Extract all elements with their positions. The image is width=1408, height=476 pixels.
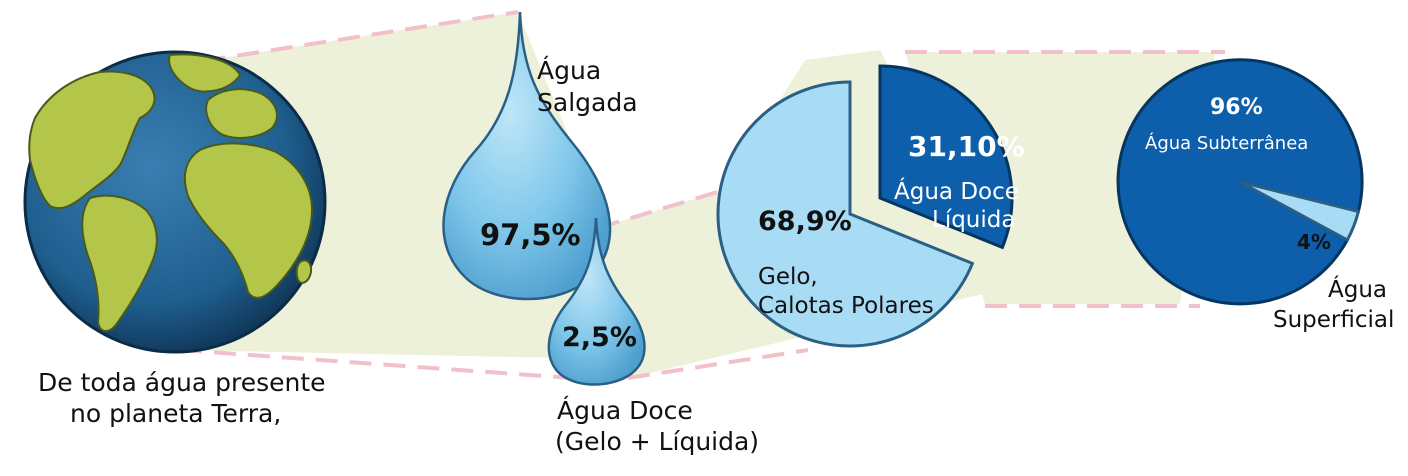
intro-text-line1: De toda água presente: [38, 368, 326, 397]
liquid-percent: 31,10%: [908, 130, 1025, 163]
fresh-water-percent: 2,5%: [562, 322, 637, 353]
salt-water-percent: 97,5%: [480, 218, 581, 252]
salt-water-label-line2: Salgada: [537, 88, 638, 117]
surface-water-slice: [1239, 180, 1361, 243]
fresh-water-label-line1: Água Doce: [557, 396, 693, 425]
groundwater-label: Água Subterrânea: [1145, 133, 1309, 154]
salt-water-label-line1: Água: [537, 56, 602, 85]
fresh-water-drop-icon: [547, 217, 646, 386]
fresh-water-label-line2: (Gelo + Líquida): [555, 427, 760, 456]
ice-slice: [716, 80, 975, 348]
ice-label-line2: Calotas Polares: [758, 293, 934, 319]
zoom-dash-top-2: [597, 188, 725, 230]
zoom-dash-bottom-1: [179, 348, 601, 382]
groundwater-percent: 96%: [1210, 95, 1263, 120]
zoom-dash-bottom-2: [627, 348, 809, 380]
liquid-fresh-water-slice: [878, 64, 1014, 250]
salt-water-drop-icon: [442, 11, 612, 301]
intro-text-line2: no planeta Terra,: [70, 399, 282, 428]
surface-label-line2: Superficial: [1273, 307, 1395, 333]
liquid-label-line1: Água Doce: [894, 179, 1019, 205]
liquid-label-line2: Líquida: [932, 207, 1016, 233]
earth-globe-icon: [23, 50, 327, 354]
surface-label-line1: Água: [1328, 277, 1388, 303]
surface-percent: 4%: [1297, 230, 1331, 254]
ice-percent: 68,9%: [758, 206, 852, 237]
ice-label-line1: Gelo,: [758, 264, 818, 290]
zoom-dash-top-1: [169, 10, 519, 68]
